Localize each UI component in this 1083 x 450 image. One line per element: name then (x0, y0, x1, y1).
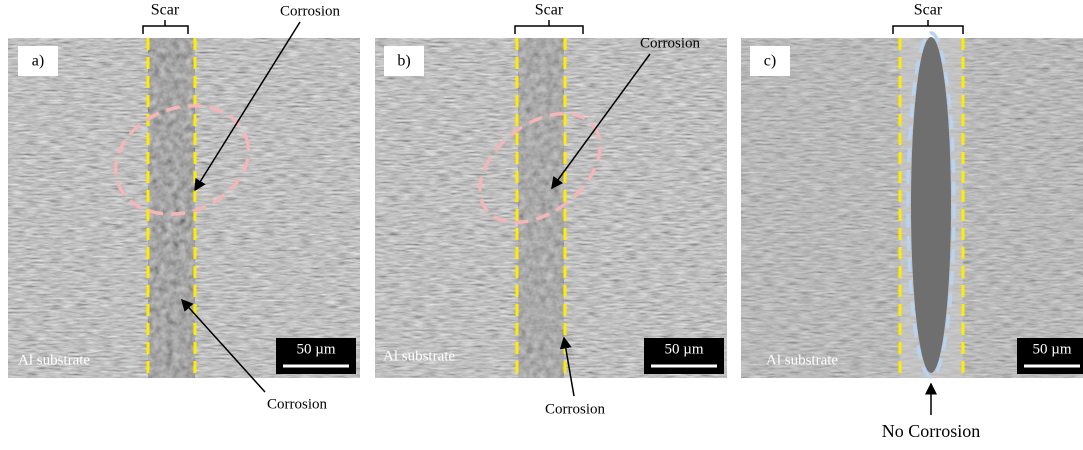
substrate-label: Al substrate (18, 352, 90, 368)
annotation: Corrosion (280, 3, 341, 19)
scar-region (148, 38, 195, 378)
scar-brace (143, 20, 188, 34)
substrate-label: Al substrate (383, 348, 455, 364)
annotation: No Corrosion (882, 421, 981, 441)
annotation: Corrosion (640, 35, 701, 51)
scar-brace (893, 20, 963, 34)
scar-label: Scar (535, 2, 564, 19)
substrate-label: Al substrate (766, 352, 838, 368)
scale-bar-label: 50 µm (1032, 341, 1071, 357)
panel-label: b) (397, 53, 410, 70)
scale-bar-label: 50 µm (296, 341, 335, 357)
figure: a) Scar Al substrate 50 µm Corrosion Cor… (0, 0, 1083, 445)
scar-groove (911, 37, 951, 373)
panel-b: b) Scar Al substrate 50 µm Corrosion Cor… (375, 2, 727, 418)
panel-c: c) Scar Al substrate 50 µm No Corrosion (741, 2, 1083, 441)
scar-label: Scar (914, 2, 943, 19)
scale-bar-label: 50 µm (664, 341, 703, 357)
panel-label: c) (764, 53, 776, 70)
scar-brace (515, 20, 583, 34)
scar-label: Scar (151, 2, 180, 19)
annotation: Corrosion (545, 401, 606, 417)
panel-label: a) (32, 53, 44, 70)
annotation: Corrosion (267, 396, 328, 412)
panel-a: a) Scar Al substrate 50 µm Corrosion Cor… (8, 2, 360, 413)
